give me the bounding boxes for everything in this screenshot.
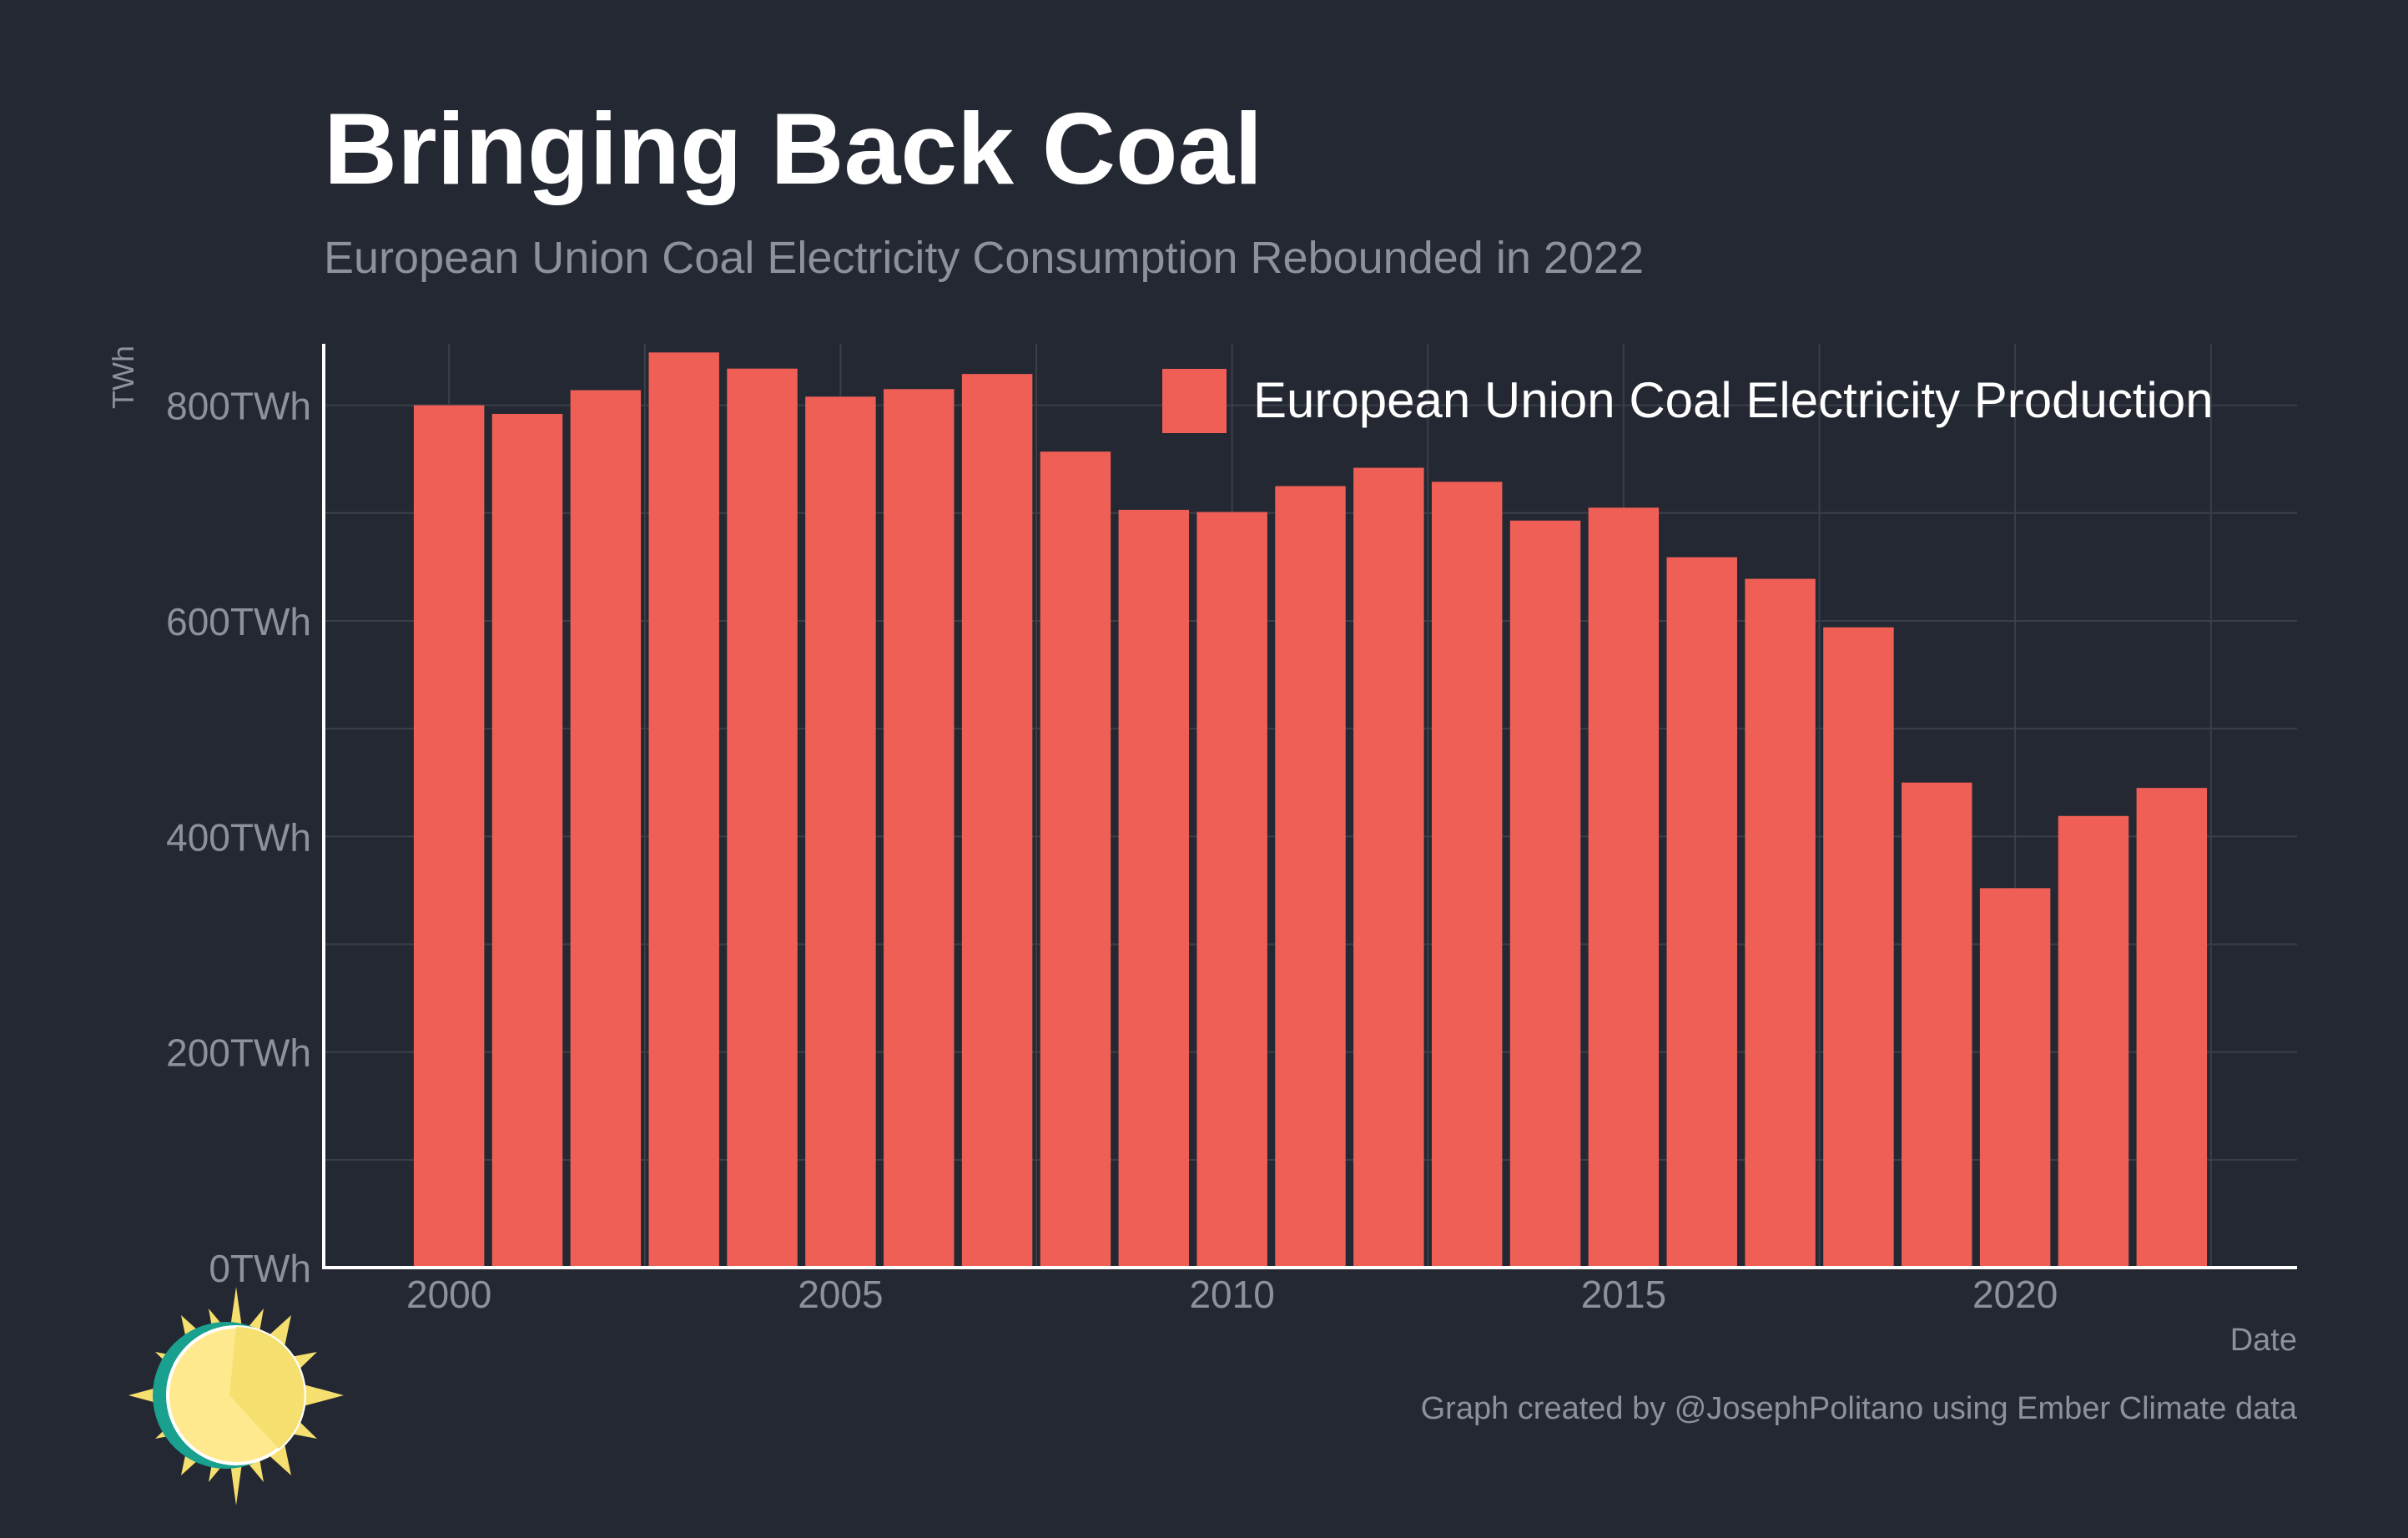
chart-subtitle: European Union Coal Electricity Consumpt… <box>324 233 1644 283</box>
legend: European Union Coal Electricity Producti… <box>1162 369 2214 433</box>
bar-2017 <box>1745 578 1816 1268</box>
bar-2010 <box>1196 512 1267 1268</box>
y-tick-label: 200TWh <box>166 1031 311 1075</box>
sun-shade <box>229 1327 305 1449</box>
bar-2016 <box>1666 557 1737 1268</box>
legend-swatch <box>1162 369 1227 433</box>
bar-2014 <box>1509 520 1581 1268</box>
legend-label: European Union Coal Electricity Producti… <box>1253 372 2214 428</box>
bar-2004 <box>727 368 798 1268</box>
bar-2011 <box>1275 486 1346 1268</box>
y-tick-label: 600TWh <box>166 600 311 643</box>
bar-2022 <box>2136 788 2208 1268</box>
x-axis-label: Date <box>2230 1323 2297 1358</box>
y-tick-labels: 0TWh 200TWh 400TWh 600TWh 800TWh <box>166 385 311 1290</box>
bar-2005 <box>805 396 876 1268</box>
caption: Graph created by @JosephPolitano using E… <box>1421 1391 2298 1426</box>
bar-2009 <box>1118 509 1190 1268</box>
sun-icon <box>128 1287 344 1505</box>
y-tick-label: 0TWh <box>209 1247 311 1290</box>
y-tick-label: 800TWh <box>166 385 311 428</box>
chart-title: Bringing Back Coal <box>324 92 1262 205</box>
bar-2012 <box>1353 467 1424 1268</box>
x-tick-label: 2005 <box>798 1273 883 1316</box>
bar-2021 <box>2058 815 2129 1268</box>
x-tick-label: 2020 <box>1972 1273 2058 1316</box>
bar-2019 <box>1902 782 1972 1268</box>
bar-2007 <box>961 374 1033 1268</box>
bar-2000 <box>413 405 485 1268</box>
x-tick-label: 2015 <box>1581 1273 1666 1316</box>
y-axis-label: TWh <box>106 345 140 409</box>
bar-2008 <box>1040 451 1111 1268</box>
axes <box>322 344 2297 1269</box>
bar-2006 <box>884 389 955 1268</box>
x-tick-label: 2000 <box>406 1273 491 1316</box>
x-tick-label: 2010 <box>1189 1273 1274 1316</box>
bar-2002 <box>570 390 642 1268</box>
bar-2018 <box>1823 627 1894 1268</box>
bar-2015 <box>1588 507 1660 1268</box>
bar-2013 <box>1431 482 1503 1268</box>
y-tick-label: 400TWh <box>166 815 311 859</box>
bar-2003 <box>648 352 719 1268</box>
x-tick-labels: 2000 2005 2010 2015 2020 <box>406 1273 2058 1316</box>
bar-2020 <box>1979 888 2051 1268</box>
bar-2001 <box>491 413 563 1268</box>
bars <box>413 352 2208 1268</box>
